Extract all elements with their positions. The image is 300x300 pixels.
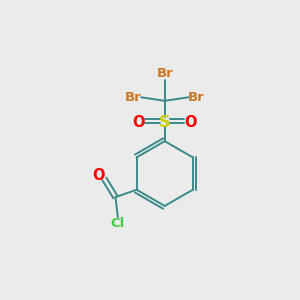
Text: O: O bbox=[92, 168, 105, 183]
Text: Br: Br bbox=[188, 91, 205, 104]
Text: Br: Br bbox=[124, 91, 141, 104]
Text: Cl: Cl bbox=[111, 217, 125, 230]
Text: S: S bbox=[159, 115, 170, 130]
Text: Br: Br bbox=[156, 67, 173, 80]
Text: O: O bbox=[185, 115, 197, 130]
Text: O: O bbox=[132, 115, 145, 130]
